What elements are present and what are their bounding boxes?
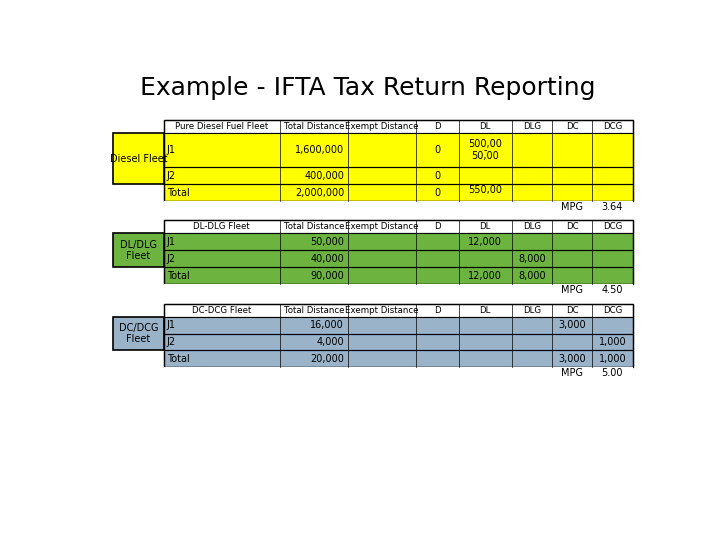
Text: J2: J2 <box>167 337 176 347</box>
Text: 1,000: 1,000 <box>598 337 626 347</box>
Text: 1,600,000: 1,600,000 <box>295 145 344 156</box>
Text: DL: DL <box>480 222 491 231</box>
Text: Total Distance: Total Distance <box>284 122 344 131</box>
Text: 400,000: 400,000 <box>305 171 344 181</box>
Text: DLG: DLG <box>523 122 541 131</box>
Text: Total Distance: Total Distance <box>284 306 344 314</box>
Text: Example - IFTA Tax Return Reporting: Example - IFTA Tax Return Reporting <box>140 76 596 100</box>
Text: DL: DL <box>480 306 491 314</box>
Text: 3.64: 3.64 <box>602 202 623 212</box>
Text: Total Distance: Total Distance <box>284 222 344 231</box>
Text: DLG: DLG <box>523 222 541 231</box>
Text: 20,000: 20,000 <box>310 354 344 364</box>
Bar <box>163 184 632 201</box>
Text: 2,000,000: 2,000,000 <box>295 187 344 198</box>
Text: Exempt Distance: Exempt Distance <box>346 122 419 131</box>
Text: 8,000: 8,000 <box>518 271 546 281</box>
Bar <box>163 303 632 316</box>
Text: Total: Total <box>167 354 189 364</box>
Bar <box>113 316 163 350</box>
Bar <box>163 220 632 233</box>
Text: J2: J2 <box>167 171 176 181</box>
Text: Diesel Fleet: Diesel Fleet <box>109 154 167 164</box>
Text: DCG: DCG <box>603 122 622 131</box>
Text: 0: 0 <box>435 145 441 156</box>
Text: DC: DC <box>566 122 578 131</box>
Text: 12,000: 12,000 <box>468 271 502 281</box>
Text: J1: J1 <box>167 237 176 247</box>
Bar <box>163 334 632 350</box>
Text: 500,00: 500,00 <box>468 139 502 149</box>
Text: Exempt Distance: Exempt Distance <box>346 222 419 231</box>
Text: 3,000: 3,000 <box>558 354 586 364</box>
Text: MPG: MPG <box>561 202 583 212</box>
Bar <box>163 251 632 267</box>
Bar <box>113 233 163 267</box>
Bar <box>163 120 632 133</box>
Bar <box>163 316 632 334</box>
Bar <box>163 201 632 213</box>
Bar <box>163 267 632 284</box>
Text: Pure Diesel Fuel Fleet: Pure Diesel Fuel Fleet <box>175 122 269 131</box>
Bar <box>163 350 632 367</box>
Bar <box>163 316 632 367</box>
Text: 90,000: 90,000 <box>310 271 344 281</box>
Bar <box>163 133 632 201</box>
Text: J1: J1 <box>167 145 176 156</box>
Text: DL: DL <box>480 122 491 131</box>
Text: -: - <box>484 145 487 156</box>
Text: DC: DC <box>566 222 578 231</box>
Text: D: D <box>434 122 441 131</box>
Bar <box>163 220 632 284</box>
Text: J1: J1 <box>167 320 176 330</box>
Text: DC/DCG
Fleet: DC/DCG Fleet <box>119 323 158 345</box>
Text: 50,00: 50,00 <box>472 151 499 161</box>
Text: 4,000: 4,000 <box>317 337 344 347</box>
Bar <box>113 133 163 184</box>
Text: DL-DLG Fleet: DL-DLG Fleet <box>194 222 250 231</box>
Bar <box>163 120 632 201</box>
Text: MPG: MPG <box>561 368 583 378</box>
Text: 50,000: 50,000 <box>310 237 344 247</box>
Text: 0: 0 <box>435 187 441 198</box>
Text: 12,000: 12,000 <box>468 237 502 247</box>
Text: J2: J2 <box>167 254 176 264</box>
Text: DL/DLG
Fleet: DL/DLG Fleet <box>120 240 157 261</box>
Text: 0: 0 <box>435 171 441 181</box>
Bar <box>163 367 632 379</box>
Text: DC-DCG Fleet: DC-DCG Fleet <box>192 306 251 314</box>
Text: Exempt Distance: Exempt Distance <box>346 306 419 314</box>
Text: DC: DC <box>566 306 578 314</box>
Text: 1,000: 1,000 <box>598 354 626 364</box>
Bar <box>163 233 632 284</box>
Bar <box>163 303 632 367</box>
Text: D: D <box>434 222 441 231</box>
Text: 40,000: 40,000 <box>310 254 344 264</box>
Text: 550,00: 550,00 <box>468 185 503 195</box>
Text: MPG: MPG <box>561 285 583 295</box>
Text: 3,000: 3,000 <box>558 320 586 330</box>
Text: Total: Total <box>167 271 189 281</box>
Text: DCG: DCG <box>603 306 622 314</box>
Text: 8,000: 8,000 <box>518 254 546 264</box>
Bar <box>163 233 632 251</box>
Bar <box>163 167 632 184</box>
Text: D: D <box>434 306 441 314</box>
Bar <box>163 133 632 167</box>
Text: 16,000: 16,000 <box>310 320 344 330</box>
Text: DCG: DCG <box>603 222 622 231</box>
Text: 5.00: 5.00 <box>602 368 623 378</box>
Text: Total: Total <box>167 187 189 198</box>
Text: 4.50: 4.50 <box>602 285 623 295</box>
Bar <box>163 284 632 296</box>
Text: DLG: DLG <box>523 306 541 314</box>
